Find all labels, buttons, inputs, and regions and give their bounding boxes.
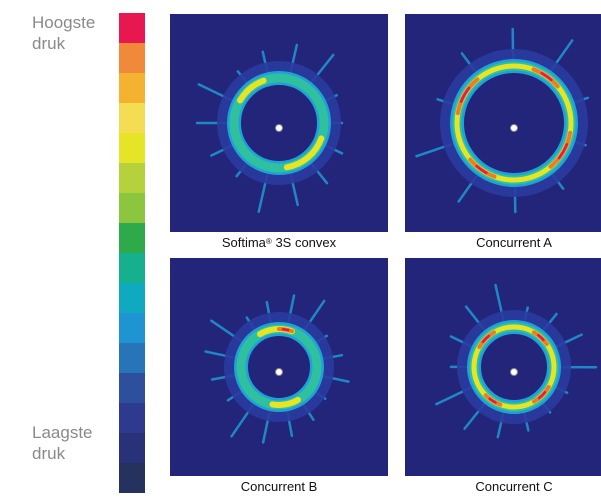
caption-concurrent-c: Concurrent C bbox=[475, 479, 553, 494]
pressure-arc-peak bbox=[459, 86, 471, 103]
scale-swatch bbox=[119, 343, 145, 373]
pressure-arc-high bbox=[283, 135, 325, 171]
scale-swatch bbox=[119, 403, 145, 433]
pressure-map-concurrent-a bbox=[405, 14, 601, 232]
highest-pressure-label-line2: druk bbox=[32, 34, 66, 53]
scale-swatch bbox=[119, 133, 145, 163]
caption-concurrent-a: Concurrent A bbox=[476, 235, 552, 250]
pressure-halo bbox=[224, 312, 334, 422]
center-marker bbox=[275, 368, 283, 376]
pressure-halo bbox=[440, 49, 588, 197]
center-marker bbox=[275, 124, 283, 132]
scale-swatch bbox=[119, 283, 145, 313]
pressure-ring-mid bbox=[229, 73, 329, 173]
pressure-arc-peak bbox=[281, 327, 290, 332]
pressure-arc-peak bbox=[540, 71, 553, 82]
lowest-pressure-label: Laagste druk bbox=[32, 422, 93, 464]
pressure-arc-peak bbox=[488, 397, 497, 404]
pressure-ring-mid bbox=[236, 324, 322, 410]
lowest-pressure-label-line1: Laagste bbox=[32, 423, 93, 442]
pressure-ring-high bbox=[471, 324, 557, 410]
pressure-map-graphic bbox=[195, 43, 344, 213]
center-marker bbox=[510, 124, 518, 132]
scale-swatch bbox=[119, 103, 145, 133]
pressure-map-graphic bbox=[435, 283, 598, 439]
pressure-arc-peak bbox=[537, 334, 545, 342]
pressure-arc-peak bbox=[537, 390, 547, 400]
registered-mark: ® bbox=[265, 237, 272, 246]
pressure-ring-high bbox=[454, 63, 574, 183]
caption-softima: Softima® 3S convex bbox=[170, 235, 388, 251]
scale-swatch bbox=[119, 373, 145, 403]
scale-swatch bbox=[119, 223, 145, 253]
pressure-arc-peak bbox=[557, 143, 569, 160]
pressure-map-softima bbox=[170, 14, 388, 232]
scale-swatch bbox=[119, 463, 145, 493]
caption-softima-suffix: 3S convex bbox=[271, 235, 337, 250]
scale-swatch bbox=[119, 13, 145, 43]
pressure-halo bbox=[457, 310, 571, 424]
pressure-arc-peak bbox=[481, 334, 491, 344]
pressure-arc-high bbox=[237, 77, 267, 104]
scale-swatch bbox=[119, 253, 145, 283]
scale-swatch bbox=[119, 433, 145, 463]
pressure-halo bbox=[217, 61, 341, 185]
lowest-pressure-label-line2: druk bbox=[32, 444, 66, 463]
highest-pressure-label: Hoogste druk bbox=[32, 12, 95, 54]
caption-concurrent-b: Concurrent B bbox=[240, 479, 318, 494]
scale-swatch bbox=[119, 163, 145, 193]
caption-softima-name: Softima bbox=[221, 235, 266, 250]
pressure-map-graphic bbox=[204, 294, 350, 444]
scale-swatch bbox=[119, 43, 145, 73]
pressure-color-scale bbox=[119, 13, 145, 493]
pressure-map-graphic bbox=[415, 27, 590, 214]
pressure-arc-high bbox=[269, 396, 301, 408]
pressure-arc-peak bbox=[475, 164, 488, 175]
pressure-map-concurrent-c bbox=[405, 258, 601, 476]
center-marker bbox=[510, 368, 518, 376]
scale-swatch bbox=[119, 73, 145, 103]
scale-swatch bbox=[119, 313, 145, 343]
scale-swatch bbox=[119, 193, 145, 223]
highest-pressure-label-line1: Hoogste bbox=[32, 13, 96, 32]
pressure-map-concurrent-b bbox=[170, 258, 388, 476]
